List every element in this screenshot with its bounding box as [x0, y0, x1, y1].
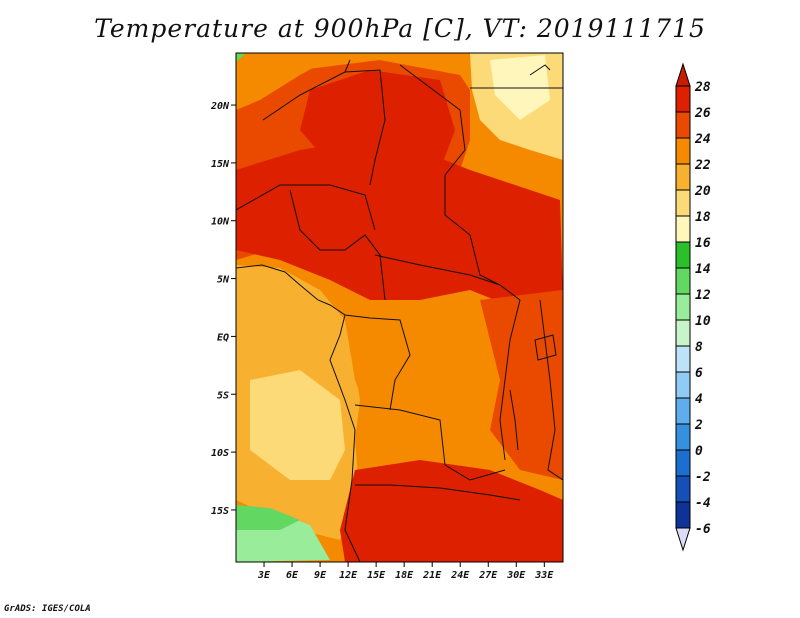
- map-area: [236, 53, 563, 562]
- region-sahel-hot: [236, 140, 563, 310]
- red-sea-coast: [529, 64, 551, 76]
- border-angola-namibia: [355, 484, 521, 501]
- border-east-coast: [539, 299, 563, 481]
- colorbar-label: 14: [695, 262, 711, 277]
- y-tick-label: 5S: [217, 390, 229, 401]
- y-axis: 20N 15N 10N 5N EQ 5S 10S 15S: [210, 101, 236, 517]
- colorbar-label: 12: [695, 288, 711, 303]
- colorbar-label: 18: [695, 210, 711, 225]
- colorbar-swatch: [675, 345, 691, 373]
- colorbar-swatch: [675, 215, 691, 243]
- x-tick-label: 3E: [257, 570, 271, 581]
- grads-credit: GrADS: IGES/COLA: [4, 604, 91, 614]
- colorbar-label: 6: [695, 366, 703, 381]
- border-chad-sudan: [399, 64, 521, 301]
- y-tick-label: 10N: [211, 217, 230, 228]
- colorbar-bottom-arrow: [675, 527, 691, 552]
- colorbar-top-arrow: [675, 62, 691, 87]
- colorbar-swatch: [675, 267, 691, 295]
- colorbar-swatch: [675, 397, 691, 425]
- colorbar-label: 4: [695, 392, 703, 407]
- y-tick-label: EQ: [217, 332, 229, 343]
- border-sahara-north: [262, 59, 351, 121]
- x-tick-label: 15E: [367, 570, 386, 581]
- colorbar-label: 22: [694, 158, 711, 173]
- colorbar-swatch: [675, 501, 691, 529]
- x-tick-label: 24E: [450, 570, 470, 581]
- colorbar-label: 2: [694, 418, 703, 433]
- border-sahel-west: [236, 184, 376, 231]
- x-tick-label: 12E: [339, 570, 358, 581]
- colorbar-label: 16: [695, 236, 711, 251]
- x-tick-label: 9E: [314, 570, 327, 581]
- colorbar-swatch: [675, 241, 691, 269]
- colorbar-label: 24: [694, 132, 711, 147]
- lake-tanganyika: [509, 389, 519, 451]
- coastline-west-africa: [236, 264, 361, 562]
- colorbar-swatch: [675, 449, 691, 477]
- region-northwest-warm: [236, 53, 340, 110]
- colorbar-label: -6: [695, 522, 711, 537]
- border-congo-drc: [344, 314, 411, 411]
- y-tick-label: 15S: [211, 506, 229, 517]
- x-tick-label: 21E: [422, 570, 442, 581]
- border-drc-angola: [354, 404, 506, 481]
- colorbar-label: 8: [695, 340, 703, 355]
- colorbar-swatch: [675, 189, 691, 217]
- region-central-hot: [300, 70, 455, 180]
- colorbar-label: 28: [694, 80, 711, 95]
- border-niger-chad: [344, 69, 386, 186]
- region-southwest-green: [236, 505, 300, 530]
- border-nigeria-cameroon: [289, 189, 386, 301]
- colorbar-swatch: [675, 111, 691, 139]
- colorbar-swatch: [675, 475, 691, 503]
- border-east-lakes: [499, 299, 521, 461]
- x-tick-label: 33E: [534, 570, 554, 581]
- region-congo-basin: [345, 300, 520, 440]
- x-tick-label: 27E: [478, 570, 498, 581]
- colorbar-label: -2: [695, 470, 711, 485]
- y-tick-label: 5N: [217, 275, 230, 286]
- x-tick-label: 18E: [395, 570, 414, 581]
- y-tick-label: 15N: [211, 159, 230, 170]
- y-tick-label: 20N: [210, 101, 230, 112]
- country-borders: [236, 59, 563, 562]
- colorbar-swatch: [675, 293, 691, 321]
- map-frame: [235, 52, 564, 563]
- colorbar-label: 0: [695, 444, 703, 459]
- x-tick-label: 6E: [286, 570, 299, 581]
- colorbar-label: 26: [694, 106, 711, 121]
- colorbar-swatch: [675, 137, 691, 165]
- colorbar-swatch: [675, 163, 691, 191]
- colorbar-label: 20: [694, 184, 711, 199]
- colorbar-label: -4: [695, 496, 711, 511]
- region-atlantic-pale: [250, 370, 345, 480]
- border-car: [374, 254, 501, 286]
- x-tick-label: 30E: [506, 570, 526, 581]
- y-tick-label: 10S: [211, 448, 229, 459]
- lake-victoria: [534, 334, 557, 361]
- region-northwest-green: [236, 53, 246, 62]
- colorbar-swatch: [675, 85, 691, 113]
- colorbar-swatch: [675, 371, 691, 399]
- colorbar-swatch: [675, 423, 691, 451]
- colorbar-label: 10: [695, 314, 711, 329]
- colorbar-swatch: [675, 319, 691, 347]
- x-axis: 3E 6E 9E 12E 15E 18E 21E 24E 27E 30E 33E: [257, 562, 554, 581]
- chart-title: Temperature at 900hPa [C], VT: 201911171…: [94, 14, 706, 43]
